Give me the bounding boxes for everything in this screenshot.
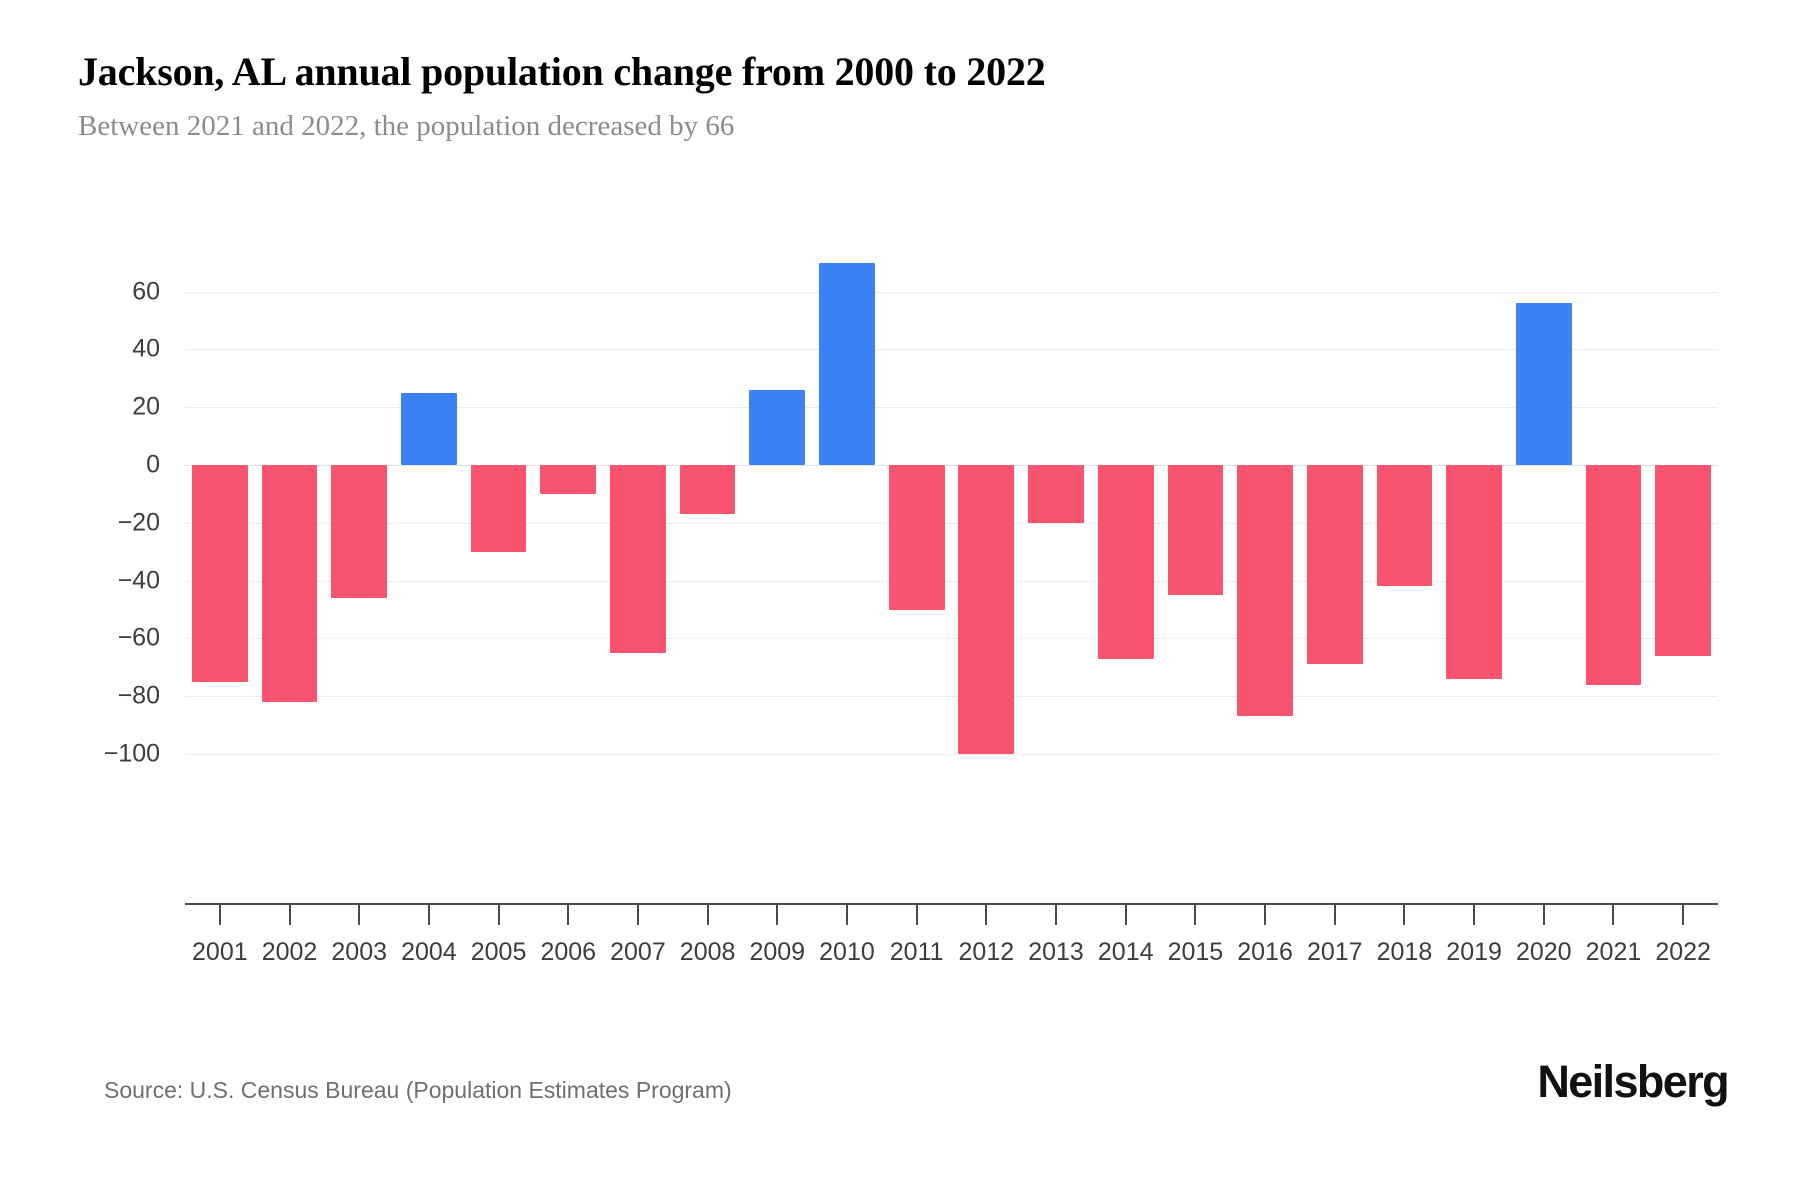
x-axis-tick-label-2017: 2017 [1306, 938, 1363, 966]
y-axis-tick-label: −80 [117, 681, 160, 710]
x-axis-tick [1124, 903, 1127, 925]
bar-2021[interactable] [1585, 465, 1642, 685]
y-axis-tick-label: 60 [132, 277, 160, 306]
bar-2019[interactable] [1446, 465, 1502, 679]
x-axis-tick-label-2001: 2001 [192, 938, 248, 966]
x-axis-tick [636, 903, 639, 925]
x-axis-tick-label-2019: 2019 [1446, 938, 1502, 966]
bar-2009[interactable] [749, 389, 806, 465]
x-axis-tick [985, 903, 988, 925]
bar-2010[interactable] [819, 262, 875, 465]
bar-2003[interactable] [331, 465, 388, 598]
bar-2020[interactable] [1515, 303, 1572, 465]
x-axis-tick-label-2004: 2004 [401, 938, 457, 966]
bar-2002[interactable] [261, 465, 318, 702]
x-axis-tick-label-2005: 2005 [470, 938, 527, 966]
y-axis-tick-label: −60 [117, 623, 160, 652]
x-axis-tick [358, 903, 361, 925]
chart-header: Jackson, AL annual population change fro… [78, 48, 1678, 144]
x-axis-tick [288, 903, 291, 925]
bar-2018[interactable] [1376, 465, 1433, 587]
bar-2016[interactable] [1237, 465, 1293, 717]
source-note: Source: U.S. Census Bureau (Population E… [104, 1077, 732, 1103]
x-axis-tick [1055, 903, 1058, 925]
x-axis-tick [1473, 903, 1476, 925]
x-axis-tick-label-2016: 2016 [1237, 938, 1293, 966]
x-axis-tick [1194, 903, 1197, 925]
bar-2008[interactable] [679, 465, 736, 515]
bar-2015[interactable] [1167, 465, 1224, 596]
gridline [185, 291, 1718, 293]
x-axis-tick-label-2008: 2008 [679, 938, 736, 966]
bar-2014[interactable] [1097, 465, 1154, 659]
chart-subtitle: Between 2021 and 2022, the population de… [78, 110, 735, 143]
y-axis-tick-label: 40 [132, 334, 160, 363]
y-axis-tick-label: 0 [146, 450, 160, 479]
x-axis-tick-label-2006: 2006 [540, 938, 597, 966]
y-axis-tick-label: −40 [117, 566, 160, 595]
x-axis-tick [218, 903, 221, 925]
gridline [185, 580, 1718, 582]
x-axis-tick-label-2003: 2003 [331, 938, 388, 966]
x-axis-tick-label-2014: 2014 [1097, 938, 1154, 966]
bar-2012[interactable] [958, 465, 1015, 754]
x-axis-tick [1682, 903, 1685, 925]
bar-2013[interactable] [1028, 465, 1084, 523]
bar-2006[interactable] [540, 465, 597, 494]
bar-2022[interactable] [1655, 465, 1712, 656]
x-axis-tick [915, 903, 918, 925]
x-axis-tick [776, 903, 779, 925]
x-axis-tick [1333, 903, 1336, 925]
bar-2004[interactable] [401, 392, 457, 465]
bar-2007[interactable] [610, 465, 666, 653]
bar-2001[interactable] [191, 465, 248, 682]
x-axis-tick-label-2007: 2007 [610, 938, 666, 966]
bar-2005[interactable] [470, 465, 527, 552]
x-axis-tick-label-2015: 2015 [1167, 938, 1224, 966]
x-axis-tick [567, 903, 570, 925]
x-axis-tick-label-2002: 2002 [261, 938, 318, 966]
x-axis-tick [497, 903, 500, 925]
x-axis-tick-label-2010: 2010 [819, 938, 875, 966]
x-axis-tick [1612, 903, 1615, 925]
x-axis-tick [427, 903, 430, 925]
x-axis-tick-label-2012: 2012 [958, 938, 1015, 966]
x-axis-tick [706, 903, 709, 925]
x-axis-tick-label-2009: 2009 [749, 938, 806, 966]
gridline [185, 349, 1718, 351]
x-axis-tick-label-2020: 2020 [1515, 938, 1572, 966]
x-axis-tick [1542, 903, 1545, 925]
x-axis-tick [1403, 903, 1406, 925]
x-axis-tick-label-2021: 2021 [1585, 938, 1642, 966]
x-axis-tick-label-2018: 2018 [1376, 938, 1433, 966]
x-axis-tick [845, 903, 848, 925]
gridline [185, 407, 1718, 409]
page-title: Jackson, AL annual population change fro… [78, 49, 1046, 94]
gridline [185, 754, 1718, 755]
x-axis-tick [1264, 903, 1267, 925]
y-axis-tick-label: −20 [117, 508, 160, 537]
y-axis-tick-label: −100 [103, 739, 160, 768]
y-axis-tick-label: 20 [132, 392, 160, 421]
gridline [185, 522, 1718, 524]
bar-2011[interactable] [888, 465, 945, 610]
bar-2017[interactable] [1306, 465, 1363, 665]
x-axis-tick-label-2011: 2011 [889, 938, 944, 966]
x-axis-tick-label-2022: 2022 [1655, 938, 1711, 966]
x-axis-line [185, 903, 1718, 905]
plot-area [185, 255, 1718, 785]
gridline [185, 638, 1718, 640]
gridline [185, 696, 1718, 698]
x-axis-tick-label-2013: 2013 [1028, 938, 1084, 966]
brand-logo: Neilsberg [1537, 1056, 1729, 1107]
gridline [185, 465, 1718, 466]
